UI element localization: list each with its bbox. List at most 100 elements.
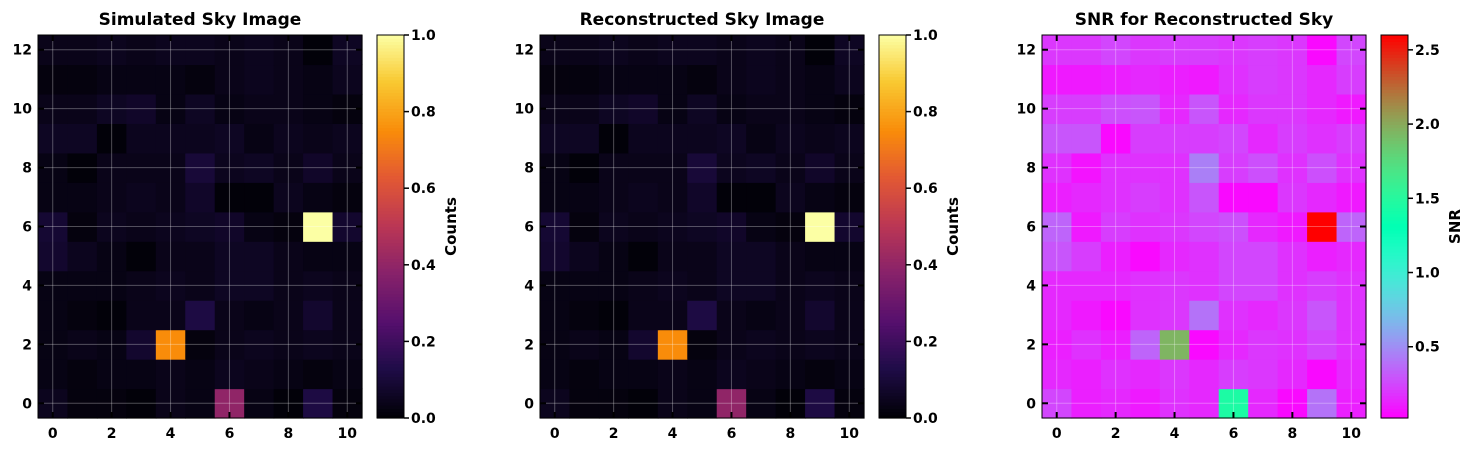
colorbar-label: Counts: [442, 197, 460, 256]
heatmap-cell: [244, 93, 275, 124]
heatmap-cell: [1042, 64, 1073, 95]
colorbar-segment: [1381, 236, 1408, 240]
heatmap-cell: [1277, 300, 1308, 331]
colorbar-segment: [1381, 398, 1408, 403]
heatmap-cell: [1277, 211, 1308, 242]
heatmap-cell: [244, 211, 275, 242]
colorbar-segment: [377, 114, 404, 119]
x-tick-label: 6: [225, 426, 235, 442]
colorbar-segment: [879, 165, 906, 170]
colorbar-segment: [377, 341, 404, 346]
heatmap-cell: [598, 329, 629, 360]
colorbar-segment: [1381, 95, 1408, 100]
colorbar-segment: [1381, 220, 1408, 224]
heatmap-cell: [569, 300, 600, 331]
colorbar-segment: [1381, 143, 1408, 148]
heatmap-cell: [1071, 123, 1102, 154]
colorbar-segment: [1381, 108, 1408, 113]
colorbar-segment: [879, 290, 906, 295]
colorbar-segment: [377, 220, 404, 224]
colorbar-segment: [879, 395, 906, 400]
colorbar-segment: [879, 414, 906, 419]
heatmap-cell: [1307, 35, 1338, 66]
heatmap-cell: [1277, 123, 1308, 154]
heatmap-cell: [1100, 241, 1131, 272]
colorbar-segment: [1381, 86, 1408, 90]
colorbar-segment: [879, 392, 906, 397]
heatmap-cell: [1336, 123, 1367, 154]
colorbar-segment: [879, 248, 906, 253]
heatmap-cell: [1159, 300, 1190, 331]
colorbar-segment: [879, 382, 906, 387]
heatmap-cell: [1189, 211, 1220, 242]
heatmap-cell: [96, 152, 127, 183]
colorbar-segment: [1381, 414, 1408, 419]
colorbar-segment: [377, 264, 404, 269]
colorbar-segment: [377, 287, 404, 291]
colorbar: 0.0 0.2 0.4 0.6 0.8 1.0 Counts: [376, 28, 460, 427]
heatmap-cell: [805, 64, 836, 95]
heatmap-cell: [214, 270, 245, 301]
colorbar-segment: [1381, 102, 1408, 106]
colorbar-segment: [377, 267, 404, 272]
colorbar-segment: [879, 92, 906, 97]
heatmap-cell: [185, 300, 216, 331]
colorbar-segment: [879, 277, 906, 282]
colorbar-segment: [377, 338, 404, 342]
heatmap-cell: [598, 211, 629, 242]
y-tick-label: 10: [13, 102, 33, 118]
heatmap-cell: [1189, 64, 1220, 95]
colorbar-segment: [879, 398, 906, 403]
x-tick-label: 10: [840, 426, 860, 442]
heatmap-cell: [1130, 359, 1161, 390]
colorbar-segment: [377, 325, 404, 330]
colorbar-segment: [1381, 306, 1408, 311]
heatmap-cell: [214, 64, 245, 95]
heatmap-cell: [746, 182, 777, 213]
heatmap-cell: [1130, 211, 1161, 242]
heatmap-cell: [303, 270, 334, 301]
heatmap-cell: [185, 270, 216, 301]
colorbar-segment: [377, 386, 404, 390]
colorbar-segment: [879, 76, 906, 81]
colorbar-segment: [1381, 335, 1408, 339]
heatmap-cell: [1042, 241, 1073, 272]
colorbar-tick-label: 0.0: [411, 411, 436, 427]
heatmap-cell: [1218, 211, 1249, 242]
heatmap-cell: [805, 359, 836, 390]
heatmap-cell: [1277, 93, 1308, 124]
colorbar-segment: [377, 392, 404, 397]
colorbar-segment: [377, 315, 404, 320]
heatmap-cell: [155, 270, 186, 301]
heatmap-cell: [67, 300, 98, 331]
heatmap-cell: [1100, 300, 1131, 331]
heatmap-cell: [303, 93, 334, 124]
heatmap-cell: [657, 152, 688, 183]
heatmap-cell: [569, 359, 600, 390]
heatmap-cell: [687, 152, 718, 183]
x-tick-label: 4: [1170, 426, 1180, 442]
heatmap-cell: [126, 152, 157, 183]
heatmap-cell: [540, 359, 571, 390]
heatmap-cell: [716, 152, 747, 183]
colorbar-segment: [377, 117, 404, 122]
colorbar-segment: [377, 331, 404, 336]
colorbar-segment: [879, 105, 906, 110]
colorbar-segment: [1381, 98, 1408, 103]
colorbar-segment: [879, 280, 906, 285]
heatmap-cell: [1189, 182, 1220, 213]
heatmap-cell: [1100, 359, 1131, 390]
heatmap-cell: [1336, 359, 1367, 390]
colorbar-segment: [879, 379, 906, 384]
colorbar-segment: [377, 92, 404, 97]
colorbar-segment: [1381, 162, 1408, 167]
colorbar-segment: [879, 79, 906, 84]
colorbar-segment: [1381, 392, 1408, 397]
colorbar-segment: [879, 264, 906, 269]
heatmap-cell: [332, 359, 363, 390]
colorbar-segment: [377, 277, 404, 282]
heatmap-cell: [805, 388, 836, 419]
heatmap-cell: [598, 152, 629, 183]
heatmap-cell: [332, 64, 363, 95]
x-tick-label: 2: [1111, 426, 1121, 442]
